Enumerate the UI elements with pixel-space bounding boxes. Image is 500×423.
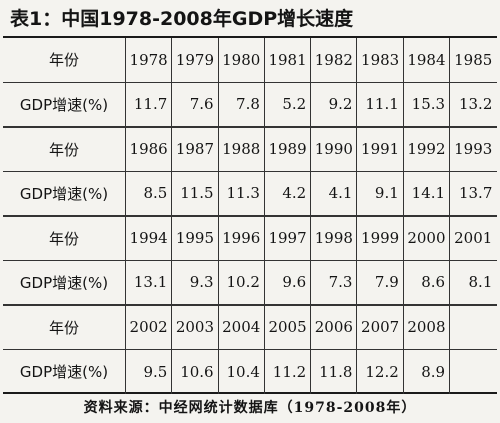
year-row-label: 年份 — [3, 38, 126, 82]
year-cell: 2005 — [265, 306, 312, 349]
table-title: 表1：中国1978-2008年GDP增长速度 — [10, 8, 354, 30]
year-cell: 1993 — [454, 140, 493, 159]
year-cell: 2003 — [172, 306, 219, 349]
year-cell: 1998 — [311, 217, 358, 260]
gdp-cell: 11.7 — [126, 82, 173, 126]
gdp-cell: 13.1 — [126, 260, 173, 304]
gdp-row-label: GDP增速(%) — [3, 171, 126, 215]
gdp-cell: 7.9 — [357, 260, 404, 304]
gdp-cell: 7.3 — [311, 260, 358, 304]
gdp-cell: 13.2 — [458, 95, 493, 114]
year-cell: 1989 — [265, 128, 312, 171]
gdp-cell: 14.1 — [404, 171, 451, 215]
year-cell: 1992 — [404, 128, 451, 171]
year-cell: 1990 — [311, 128, 358, 171]
gdp-cell: 11.1 — [357, 82, 404, 126]
gdp-row: GDP增速(%) 8.5 11.5 11.3 4.2 4.1 9.1 14.1 13.7 — [3, 171, 497, 216]
gdp-cell: 13.7 — [458, 184, 493, 203]
year-row: 年份 1978 1979 1980 1981 1982 1983 1984 1985 — [3, 38, 497, 83]
gdp-cell: 10.4 — [219, 349, 265, 394]
gdp-cell: 12.2 — [357, 349, 404, 394]
gdp-cell: 7.8 — [219, 82, 265, 126]
year-cell: 1997 — [265, 217, 312, 260]
year-cell: 1991 — [357, 128, 404, 171]
year-cell: 2000 — [404, 217, 451, 260]
year-cell: 2007 — [357, 306, 404, 349]
year-cell: 1982 — [311, 38, 358, 82]
year-row: 年份 2002 2003 2004 2005 2006 2007 2008 — [3, 305, 497, 350]
year-row: 年份 1986 1987 1988 1989 1990 1991 1992 1993 — [3, 127, 497, 172]
year-cell: 1994 — [126, 217, 173, 260]
gdp-cell: 5.2 — [265, 82, 312, 126]
gdp-cell: 10.6 — [172, 349, 219, 394]
year-cell: 1983 — [357, 38, 404, 82]
gdp-cell: 9.5 — [126, 349, 173, 394]
year-row-label: 年份 — [3, 217, 126, 260]
year-cell: 1988 — [219, 128, 265, 171]
year-cell: 2004 — [219, 306, 265, 349]
gdp-cell: 8.5 — [126, 171, 173, 215]
year-cell: 1986 — [126, 128, 173, 171]
year-row-label: 年份 — [3, 306, 126, 349]
year-cell: 1985 — [454, 50, 493, 69]
gdp-row: GDP增速(%) 9.5 10.6 10.4 11.2 11.8 12.2 8.9 — [3, 349, 497, 395]
source-note: 资料来源：中经网统计数据库（1978-2008年） — [83, 400, 417, 416]
gdp-cell: 11.2 — [265, 349, 312, 394]
year-cell: 1995 — [172, 217, 219, 260]
gdp-cell — [450, 350, 496, 395]
year-cell: 1980 — [219, 38, 265, 82]
year-cell: 2006 — [311, 306, 358, 349]
year-cell — [450, 306, 496, 349]
gdp-cell: 4.1 — [311, 171, 358, 215]
year-cell: 1979 — [172, 38, 219, 82]
gdp-growth-table: 年份 1978 1979 1980 1981 1982 1983 1984 1985 GDP增速(… — [3, 36, 497, 394]
gdp-cell: 15.3 — [404, 82, 451, 126]
gdp-row: GDP增速(%) 13.1 9.3 10.2 9.6 7.3 7.9 8.6 8.1 — [3, 260, 497, 305]
gdp-cell: 11.5 — [172, 171, 219, 215]
gdp-cell: 9.2 — [311, 82, 358, 126]
year-cell: 1996 — [219, 217, 265, 260]
gdp-cell: 9.6 — [265, 260, 312, 304]
year-cell: 1987 — [172, 128, 219, 171]
gdp-row: GDP增速(%) 11.7 7.6 7.8 5.2 9.2 11.1 15.3 13.2 — [3, 82, 497, 127]
gdp-row-label: GDP增速(%) — [3, 82, 126, 126]
gdp-row-label: GDP增速(%) — [3, 349, 126, 394]
year-cell: 2008 — [404, 306, 451, 349]
gdp-cell: 9.3 — [172, 260, 219, 304]
gdp-cell: 8.6 — [404, 260, 451, 304]
year-cell: 1984 — [404, 38, 451, 82]
gdp-row-label: GDP增速(%) — [3, 260, 126, 304]
year-row: 年份 1994 1995 1996 1997 1998 1999 2000 2001 — [3, 216, 497, 261]
gdp-cell: 8.1 — [468, 273, 493, 292]
year-cell: 1999 — [357, 217, 404, 260]
year-cell: 2001 — [454, 229, 493, 248]
year-cell: 2002 — [126, 306, 173, 349]
gdp-cell: 7.6 — [172, 82, 219, 126]
gdp-cell: 9.1 — [357, 171, 404, 215]
gdp-cell: 8.9 — [404, 349, 451, 394]
year-cell: 1981 — [265, 38, 312, 82]
gdp-cell: 10.2 — [219, 260, 265, 304]
gdp-cell: 4.2 — [265, 171, 312, 215]
gdp-cell: 11.8 — [311, 349, 358, 394]
year-row-label: 年份 — [3, 128, 126, 171]
year-cell: 1978 — [126, 38, 173, 82]
gdp-cell: 11.3 — [219, 171, 265, 215]
